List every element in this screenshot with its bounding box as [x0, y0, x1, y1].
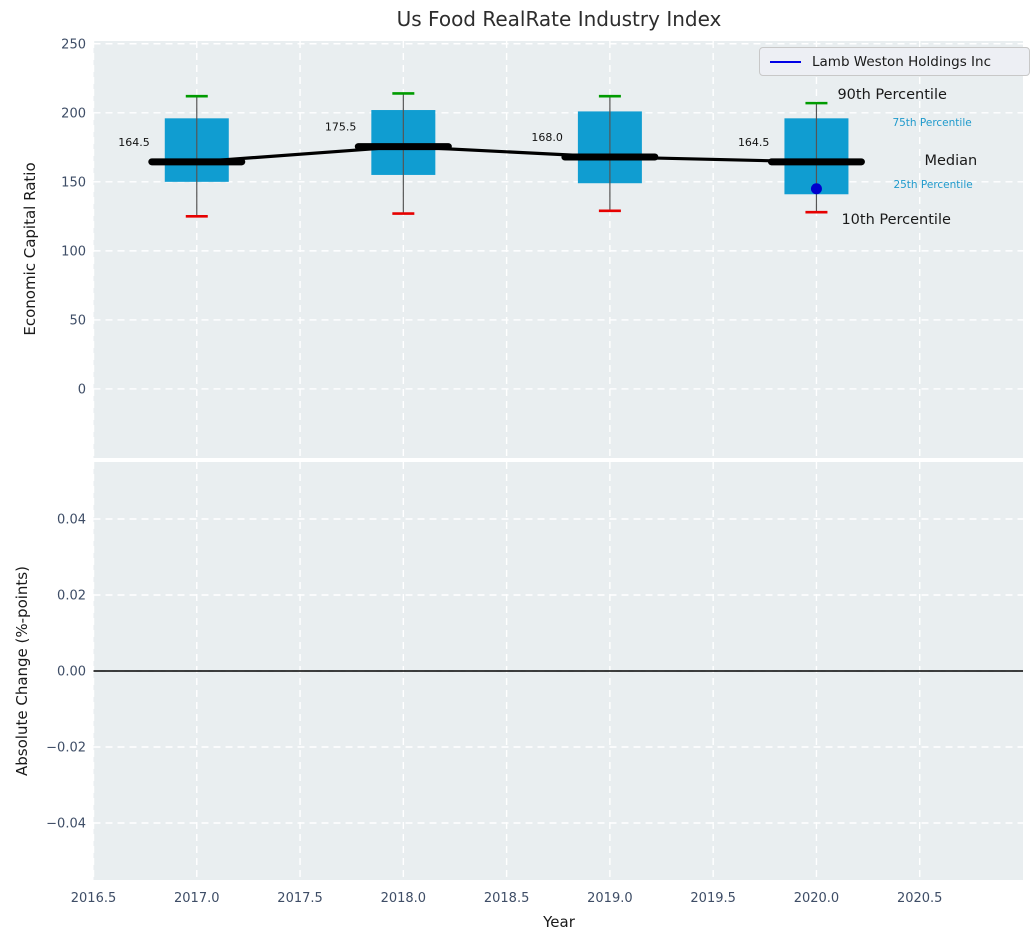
percentile-label-median: Median — [924, 153, 977, 169]
median-annotation-2019: 168.0 — [531, 131, 563, 144]
top-ytick-label: 250 — [61, 37, 86, 52]
percentile-label-p10: 10th Percentile — [841, 212, 951, 228]
xtick-label: 2016.5 — [71, 891, 117, 906]
x-axis-label: Year — [543, 913, 575, 931]
top-ytick-label: 200 — [61, 106, 86, 121]
top-y-axis-label: Economic Capital Ratio — [21, 162, 39, 336]
company-point — [810, 183, 822, 195]
xtick-label: 2019.0 — [587, 891, 633, 906]
legend-line-sample — [770, 60, 801, 63]
top-axes-bg — [93, 41, 1023, 458]
top-ytick-label: 50 — [69, 313, 86, 328]
xtick-label: 2017.0 — [174, 891, 220, 906]
top-ytick-label: 100 — [61, 244, 86, 259]
bottom-ytick-label: −0.02 — [46, 741, 86, 756]
xtick-label: 2020.0 — [794, 891, 840, 906]
bottom-y-axis-label: Absolute Change (%-points) — [13, 566, 31, 776]
percentile-label-p25: 25th Percentile — [893, 179, 972, 191]
median-annotation-2020: 164.5 — [738, 136, 770, 149]
median-connector — [196, 145, 817, 164]
top-ytick-label: 150 — [61, 175, 86, 190]
percentile-label-p75: 75th Percentile — [892, 117, 971, 129]
bottom-ytick-label: 0.00 — [57, 665, 86, 680]
xtick-label: 2019.5 — [690, 891, 736, 906]
top-ytick-label: 0 — [78, 382, 86, 397]
bottom-ytick-label: 0.04 — [57, 513, 86, 528]
xtick-label: 2018.0 — [381, 891, 427, 906]
median-annotation-2018: 175.5 — [325, 121, 357, 134]
percentile-label-p90: 90th Percentile — [837, 87, 947, 103]
bottom-ytick-label: 0.02 — [57, 589, 86, 604]
chart-title: Us Food RealRate Industry Index — [396, 7, 722, 31]
xtick-label: 2020.5 — [897, 891, 943, 906]
xtick-label: 2018.5 — [484, 891, 530, 906]
median-annotation-2017: 164.5 — [118, 136, 150, 149]
bottom-ytick-label: −0.04 — [46, 817, 86, 832]
xtick-label: 2017.5 — [277, 891, 323, 906]
legend: Lamb Weston Holdings Inc — [759, 47, 1030, 76]
legend-label: Lamb Weston Holdings Inc — [812, 53, 991, 70]
